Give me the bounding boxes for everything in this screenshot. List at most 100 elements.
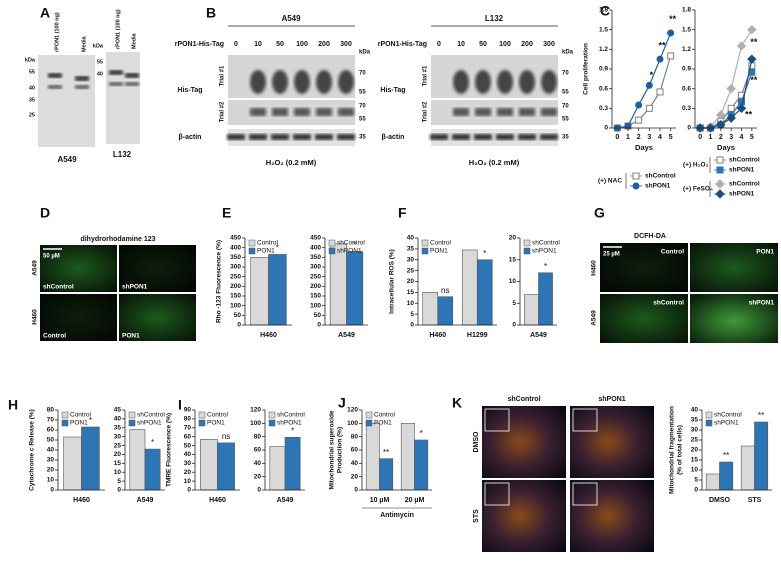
band [475, 108, 491, 116]
annotation: ** [669, 14, 677, 24]
label: 40 [29, 85, 35, 91]
bar [719, 461, 734, 491]
micrograph [600, 243, 688, 292]
annotation: ** [745, 109, 753, 119]
y-tick-label: 90 [184, 407, 192, 414]
label: A549 [32, 260, 39, 276]
y-tick-label: 10 [47, 477, 55, 484]
x-tick-label: DMSO [709, 497, 731, 504]
label: 55 [359, 90, 366, 96]
label: Media [131, 32, 137, 49]
y-tick-label: 5 [694, 477, 698, 484]
legend-swatch [61, 419, 69, 427]
y-tick-label: 0.3 [599, 105, 608, 112]
blot [38, 55, 95, 147]
y-tick-label: 45 [114, 407, 122, 414]
y-tick-label: 35 [114, 424, 122, 431]
line-marker [635, 101, 643, 109]
legend-label: shPON1 [532, 248, 557, 255]
line-marker [736, 103, 747, 114]
legend-swatch [248, 239, 256, 247]
label: Media [81, 35, 87, 52]
label: Control [661, 249, 684, 256]
micrograph [119, 245, 196, 292]
annotation: ** [383, 448, 389, 457]
legend-label: shControl [729, 181, 760, 188]
y-tick-label: 0 [687, 125, 691, 132]
bar [705, 473, 720, 491]
legend-marker [716, 156, 724, 164]
x-tick-label: 3 [647, 134, 651, 141]
band [125, 73, 139, 78]
label: 55 [29, 69, 35, 75]
y-tick-label: 60 [47, 427, 55, 434]
band [272, 108, 288, 116]
bar [144, 448, 161, 491]
micrograph [40, 245, 117, 292]
y-tick-label: 350 [310, 254, 321, 261]
label: 0 [437, 41, 441, 48]
band [453, 70, 469, 94]
y-tick-label: 20 [254, 473, 262, 480]
x-tick-label: 1 [709, 134, 713, 141]
label: 55 [97, 59, 103, 65]
bar [400, 423, 415, 491]
band [519, 70, 535, 94]
label: His-Tag [380, 87, 405, 94]
legend-marker [632, 182, 640, 190]
label: 10 [254, 41, 262, 48]
label: rPON1-His-Tag [175, 41, 224, 48]
legend-label: PON1 [70, 420, 88, 427]
line-marker [726, 113, 736, 123]
x-tick-label: H460 [73, 497, 90, 504]
band [294, 70, 310, 94]
legend-label: Control [207, 412, 229, 419]
annotation: * [89, 416, 92, 425]
legend-swatch [268, 411, 276, 419]
y-tick-label: 0 [50, 487, 54, 494]
bar [346, 251, 364, 326]
y-tick-label: 40 [184, 451, 192, 458]
inset [484, 408, 510, 432]
label: Trial #2 [220, 101, 226, 122]
x-axis-label: Days [635, 143, 653, 152]
y-tick-label: 40 [691, 407, 699, 414]
band [474, 134, 492, 140]
blot [106, 52, 140, 144]
inset [572, 408, 598, 432]
label: 100 [296, 41, 308, 48]
legend-swatch [198, 419, 206, 427]
y-tick-label: 200 [230, 283, 241, 290]
y-tick-label: 15 [691, 457, 699, 464]
label: His-Tag [177, 87, 202, 94]
y-tick-label: 120 [250, 407, 261, 414]
legend-swatch [365, 411, 373, 419]
panel-letter: C [600, 3, 610, 19]
y-tick-label: 150 [310, 293, 321, 300]
legend-swatch [421, 247, 429, 255]
annotation: * [420, 429, 423, 438]
label: 70 [562, 71, 569, 77]
legend-marker [715, 189, 725, 199]
legend-label: Control [70, 412, 92, 419]
y-tick-label: 20 [114, 451, 122, 458]
legend-label: shControl [277, 412, 305, 419]
band [540, 134, 558, 140]
annotation: * [151, 438, 154, 447]
y-tick-label: 450 [310, 235, 321, 242]
y-tick-label: 70 [47, 417, 55, 424]
label: H460 [32, 309, 39, 325]
label: β-actin [382, 134, 405, 141]
label: Trial #1 [220, 65, 226, 86]
bar [740, 445, 755, 491]
bar [200, 439, 218, 491]
y-tick-label: 30 [184, 460, 192, 467]
label: 300 [543, 41, 555, 48]
y-tick-label: 0.9 [682, 66, 691, 73]
band [271, 134, 289, 140]
label: 300 [340, 41, 352, 48]
annotation: * [291, 426, 294, 435]
y-tick-label: 250 [310, 273, 321, 280]
label: shControl [653, 300, 684, 307]
x-tick-label: 4 [658, 134, 662, 141]
